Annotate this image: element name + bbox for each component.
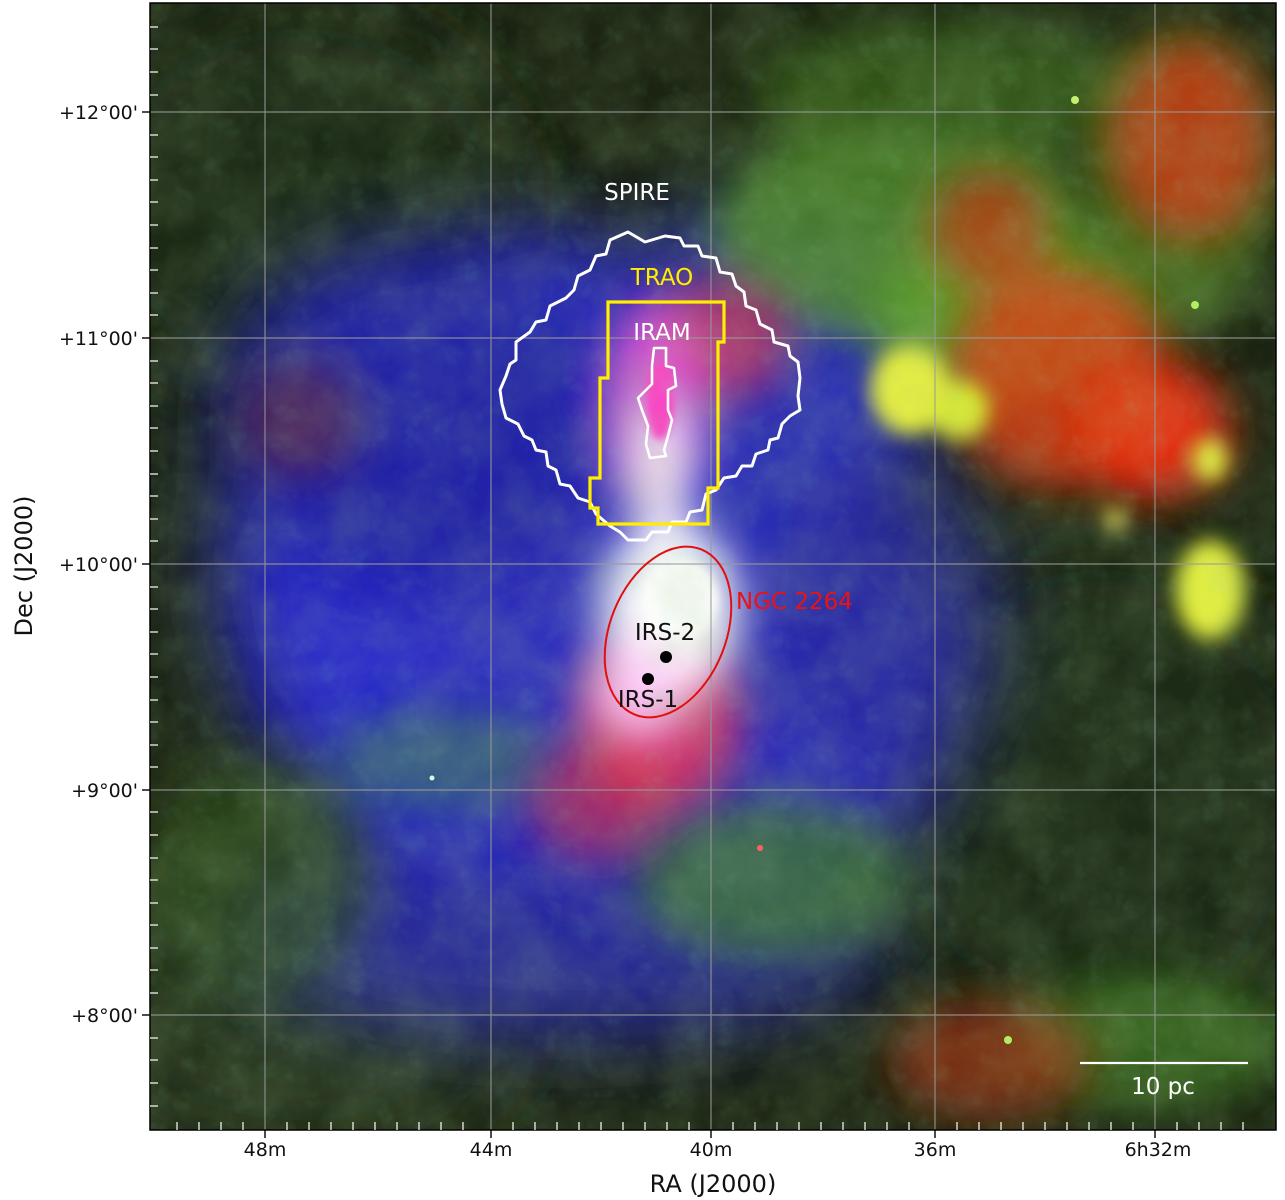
- scale-bar-label: 10 pc: [1131, 1074, 1195, 1100]
- iram-coverage-contour: [636, 346, 678, 460]
- y-tick-label: +8°00': [71, 1005, 138, 1027]
- x-tick-label: 36m: [914, 1139, 957, 1161]
- y-tick-label: +9°00': [71, 780, 138, 802]
- coordinate-grid: [150, 3, 1276, 1130]
- minor-ticks: [150, 26, 1244, 1130]
- ngc2264-ellipse: [603, 545, 733, 719]
- plot-frame: [149, 2, 1277, 1131]
- x-tick-label: 44m: [470, 1139, 513, 1161]
- ngc2264-label: NGC 2264: [736, 589, 853, 615]
- spire-label: SPIRE: [604, 180, 670, 206]
- x-axis-title: RA (J2000): [650, 1170, 777, 1198]
- irs2-label: IRS-2: [635, 620, 695, 646]
- irs1-marker: [642, 673, 654, 685]
- x-tick-label: 48m: [244, 1139, 287, 1161]
- y-tick-labels: +12°00' +11°00' +10°00' +9°00' +8°00': [59, 102, 138, 1027]
- spire-coverage-contour: [498, 230, 802, 542]
- x-tick-labels: 48m 44m 40m 36m 6h32m: [244, 1139, 1192, 1161]
- iram-label: IRAM: [633, 320, 690, 346]
- irs2-marker: [660, 651, 672, 663]
- trao-coverage-box: [588, 300, 726, 526]
- y-tick-label: +12°00': [59, 102, 138, 124]
- sky-image: [150, 3, 1276, 1130]
- y-tick-label: +11°00': [59, 328, 138, 350]
- x-tick-label: 6h32m: [1125, 1139, 1192, 1161]
- x-tick-label: 40m: [690, 1139, 733, 1161]
- y-axis-title: Dec (J2000): [10, 496, 38, 637]
- trao-label: TRAO: [630, 265, 694, 291]
- major-ticks: [142, 111, 1156, 1138]
- y-tick-label: +10°00': [59, 554, 138, 576]
- irs1-label: IRS-1: [618, 687, 678, 713]
